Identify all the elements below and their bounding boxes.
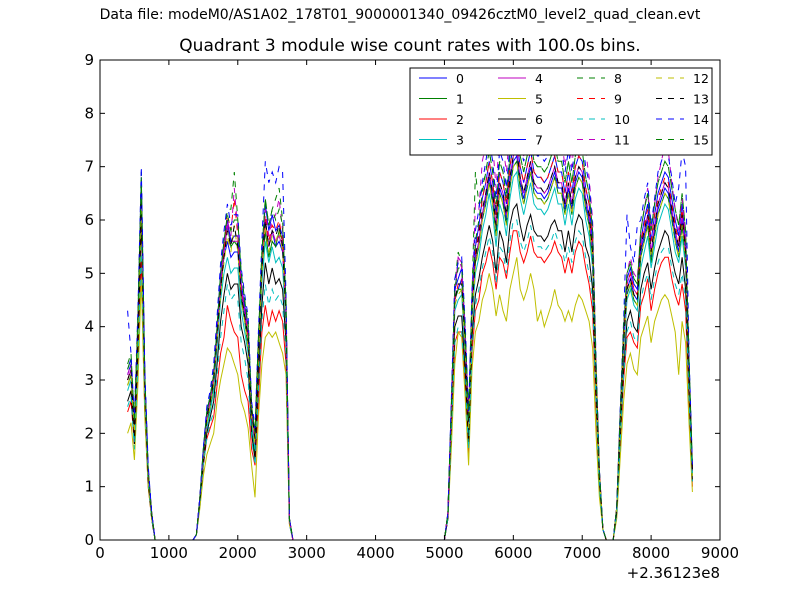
y-tick-label: 4 (84, 318, 94, 336)
x-axis: 0 1000 2000 3000 4000 5000 6000 7000 8000 9000 (95, 60, 739, 562)
series-line-7 (127, 138, 693, 541)
y-tick-label: 2 (84, 424, 94, 442)
legend-label-8: 8 (614, 71, 622, 86)
x-tick-label: 8000 (632, 544, 670, 562)
legend-label-13: 13 (693, 92, 709, 107)
x-tick-label: 4000 (356, 544, 394, 562)
x-tick-label: 2000 (219, 544, 257, 562)
figure-suptitle: Data file: modeM0/AS1A02_178T01_90000013… (99, 7, 701, 23)
series-line-15 (127, 127, 693, 541)
legend-label-11: 11 (614, 133, 630, 148)
plot-lines (127, 102, 693, 541)
legend-label-9: 9 (614, 92, 622, 107)
y-tick-label: 7 (84, 158, 94, 176)
x-tick-label: 5000 (425, 544, 463, 562)
x-tick-label: 9000 (701, 544, 739, 562)
y-tick-label: 8 (84, 104, 94, 122)
chart-title: Quadrant 3 module wise count rates with … (179, 36, 641, 56)
series-line-0 (127, 154, 693, 541)
x-tick-label: 6000 (494, 544, 532, 562)
y-tick-label: 0 (84, 531, 94, 549)
legend-label-6: 6 (535, 112, 543, 127)
y-tick-label: 9 (84, 51, 94, 69)
legend-label-7: 7 (535, 133, 543, 148)
y-tick-label: 5 (84, 264, 94, 282)
series-line-14 (127, 117, 693, 541)
legend-label-4: 4 (535, 71, 543, 86)
legend-label-1: 1 (456, 92, 464, 107)
series-line-1 (127, 159, 693, 541)
legend-label-10: 10 (614, 112, 630, 127)
legend-label-14: 14 (693, 112, 709, 127)
series-line-13 (127, 149, 693, 541)
series-line-11 (127, 102, 693, 541)
x-tick-label: 0 (95, 544, 105, 562)
legend-label-0: 0 (456, 71, 464, 86)
series-line-4 (127, 149, 693, 541)
x-tick-label: 7000 (563, 544, 601, 562)
x-offset-label: +2.36123e8 (627, 564, 720, 582)
legend-box (409, 67, 713, 156)
legend-label-12: 12 (693, 71, 709, 86)
x-tick-label: 3000 (288, 544, 326, 562)
legend-label-2: 2 (456, 112, 464, 127)
legend-label-5: 5 (535, 92, 543, 107)
y-tick-label: 3 (84, 371, 94, 389)
series-line-10 (127, 219, 693, 541)
y-tick-label: 6 (84, 211, 94, 229)
legend-label-3: 3 (456, 133, 464, 148)
x-tick-label: 1000 (150, 544, 188, 562)
plot-frame (99, 59, 721, 541)
series-line-8 (127, 127, 693, 541)
series-line-12 (127, 159, 693, 541)
legend-label-15: 15 (693, 133, 709, 148)
series-line-3 (127, 170, 693, 541)
series-line-9 (127, 138, 693, 541)
y-tick-label: 1 (84, 478, 94, 496)
